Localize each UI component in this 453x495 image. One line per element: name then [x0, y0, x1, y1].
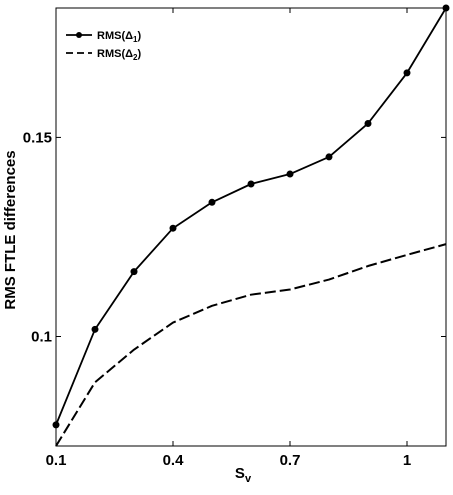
series-1-point	[286, 170, 294, 178]
series-1-point	[403, 69, 411, 77]
legend-label-series-1-sub: 1	[133, 35, 138, 44]
y-tick-label: 0.1	[31, 329, 52, 346]
legend-label-series-2-prefix: RMS(	[97, 48, 125, 60]
legend-label-series-2-suffix: )	[137, 48, 141, 60]
legend-marker-series-1	[76, 32, 82, 38]
series-1-point	[247, 180, 255, 188]
tick-layer: 0.1 0.4 0.7 1 0.1 0.15	[23, 8, 446, 469]
series-layer	[52, 4, 450, 447]
series-1-point	[52, 421, 60, 429]
y-tick-label: 0.15	[23, 129, 52, 146]
y-axis-title: RMS FTLE differences	[2, 150, 19, 309]
legend-label-series-1-symbol: Δ	[125, 30, 133, 42]
x-tick-label: 1	[403, 452, 411, 469]
series-1-point	[442, 4, 450, 12]
legend-label-series-2: RMS(Δ2)	[97, 48, 141, 62]
legend-label-series-1-suffix: )	[137, 30, 141, 42]
series-1-point	[130, 268, 138, 276]
x-axis-title-main: S	[235, 465, 245, 482]
plot-area	[55, 7, 447, 447]
x-tick-label: 0.1	[46, 452, 67, 469]
series-1-point	[364, 119, 372, 127]
x-tick-label: 0.7	[280, 452, 301, 469]
legend-label-series-1-prefix: RMS(	[97, 30, 125, 42]
x-tick-label: 0.4	[163, 452, 185, 469]
x-axis-title: Sv	[235, 465, 252, 485]
series-1-point	[208, 198, 216, 206]
legend-label-series-1: RMS(Δ1)	[97, 30, 141, 44]
series-1-point	[325, 153, 333, 161]
series-line-2	[55, 243, 447, 447]
legend-label-series-2-sub: 2	[133, 53, 138, 62]
legend: RMS(Δ1) RMS(Δ2)	[66, 30, 141, 62]
series-1-point	[91, 325, 99, 333]
series-1-point	[169, 224, 177, 232]
legend-label-series-2-symbol: Δ	[125, 48, 133, 60]
x-axis-title-sub: v	[245, 473, 252, 485]
